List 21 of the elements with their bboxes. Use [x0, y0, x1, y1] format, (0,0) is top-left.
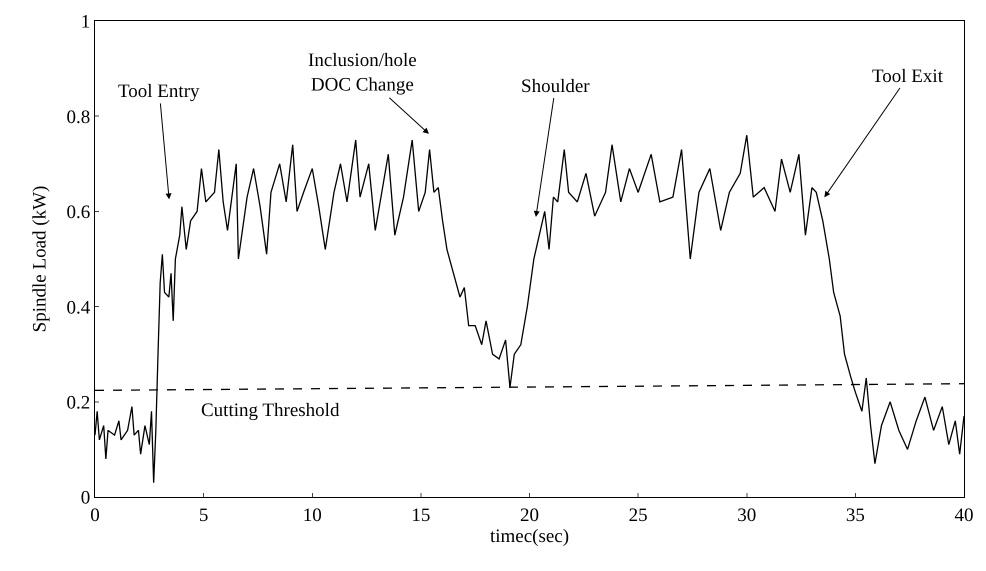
annotation: Inclusion/hole DOC Change [308, 50, 417, 96]
y-tick-label: 0 [80, 488, 90, 509]
y-tick-label: 0.2 [66, 392, 90, 414]
y-axis-title: Spindle Load (kW) [29, 186, 50, 332]
x-tick-label: 35 [846, 504, 865, 526]
y-tick-label: 0.4 [66, 297, 91, 318]
annotation: Tool Exit [872, 66, 944, 87]
x-tick-label: 15 [411, 504, 430, 526]
y-tick-label: 1 [80, 12, 90, 33]
annotation: Tool Entry [118, 81, 200, 102]
x-tick-label: 40 [954, 504, 974, 526]
y-tick-label: 0.8 [66, 106, 90, 128]
x-tick-label: 25 [628, 504, 648, 526]
x-tick-label: 30 [737, 504, 756, 526]
x-tick-label: 20 [520, 504, 539, 526]
x-axis-title: timec(sec) [490, 526, 570, 547]
annotation: Shoulder [521, 76, 590, 97]
x-tick-label: 10 [302, 504, 322, 526]
annotation: Cutting Threshold [201, 400, 340, 421]
y-tick-label: 0.6 [66, 202, 90, 224]
x-tick-label: 5 [198, 504, 208, 526]
